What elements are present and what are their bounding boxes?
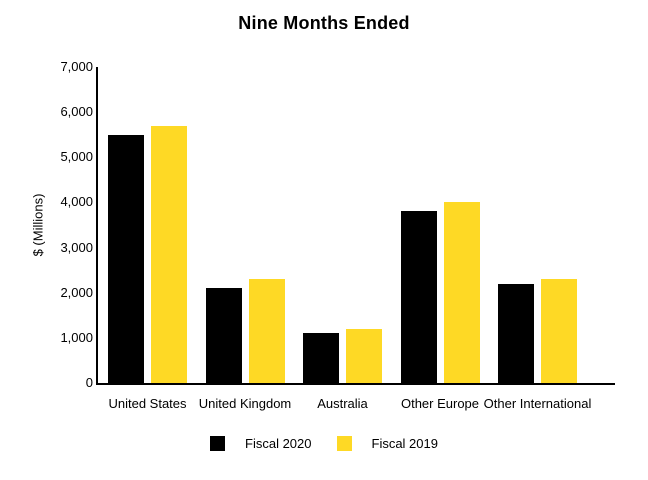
y-tick-label-6-000: 6,000 [60,104,93,120]
bar-fiscal-2019-united-kingdom [248,279,285,383]
legend-item-fiscal-2019: Fiscal 2019 [336,436,438,451]
x-axis-label-australia: Australia [317,396,368,411]
y-tick-label-7-000: 7,000 [60,59,93,74]
bar-fiscal-2019-other-international [541,279,577,383]
bar-fiscal-2020-australia [303,333,339,383]
y-tick-label-3-000: 3,000 [60,239,93,255]
bar-fiscal-2019-other-europe [443,202,480,383]
bar-fiscal-2020-other-europe [400,211,437,383]
plot-area [96,67,615,385]
bar-fiscal-2019-australia [346,329,382,383]
y-tick-label-1-000: 1,000 [60,329,93,345]
x-axis-label-other-europe: Other Europe [400,396,480,411]
bar-fiscal-2020-united-states [108,135,144,383]
legend-item-fiscal-2020: Fiscal 2020 [210,436,312,451]
x-axis-label-united-states: United States [108,396,187,411]
legend-label-fiscal-2019: Fiscal 2019 [371,436,438,451]
y-tick-label-4-000: 4,000 [60,194,93,210]
x-axis-label-united-kingdom: United Kingdom [198,396,292,411]
chart-title: Nine Months Ended [238,13,410,33]
x-axis-label-other-international: Other International [483,396,592,411]
legend: Fiscal 2020 Fiscal 2019 [0,436,648,451]
y-tick-label-2-000: 2,000 [60,284,93,300]
bar-fiscal-2020-united-kingdom [205,288,242,383]
y-tick-label-5-000: 5,000 [60,149,93,165]
y-tick-label-0: 0 [85,375,93,390]
legend-label-fiscal-2020: Fiscal 2020 [245,436,312,451]
bar-fiscal-2020-other-international [498,284,534,383]
legend-swatch-fiscal-2020 [210,436,226,451]
bar-fiscal-2019-united-states [151,126,187,383]
legend-swatch-fiscal-2019 [336,436,352,451]
